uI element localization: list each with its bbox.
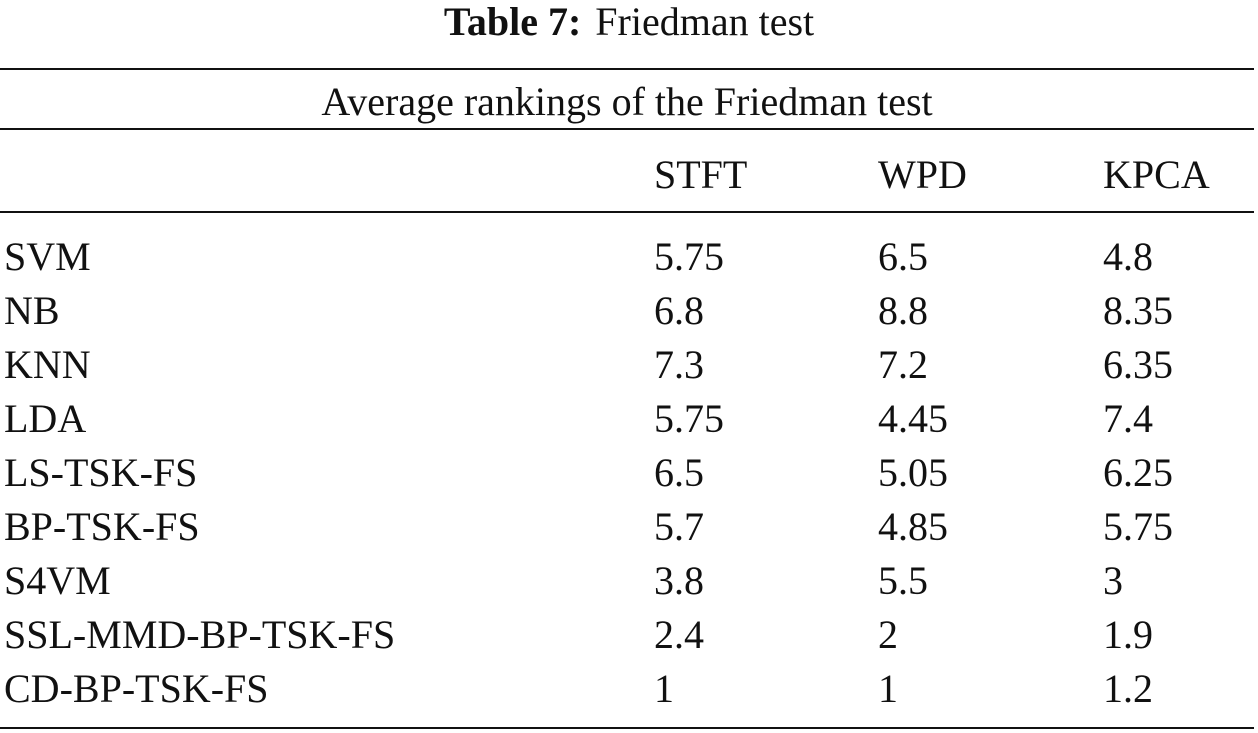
cell-stft: 6.8	[654, 288, 704, 333]
column-header-row: STFT WPD KPCA	[0, 150, 1254, 200]
cell-stft: 6.5	[654, 450, 704, 495]
cell-kpca: 7.4	[1103, 396, 1153, 441]
column-header-wpd: WPD	[878, 152, 967, 197]
row-method: LS-TSK-FS	[4, 450, 198, 495]
cell-kpca: 5.75	[1103, 504, 1173, 549]
cell-kpca: 6.25	[1103, 450, 1173, 495]
row-method: NB	[4, 288, 60, 333]
row-method: S4VM	[4, 558, 111, 603]
table-caption: Table 7: Friedman test	[0, 0, 1258, 48]
table-row: CD-BP-TSK-FS 1 1 1.2	[0, 662, 1254, 716]
column-header-kpca: KPCA	[1103, 152, 1210, 197]
table-bottom-rule	[0, 727, 1254, 729]
cell-kpca: 6.35	[1103, 342, 1173, 387]
span-header-rule	[0, 128, 1254, 130]
cell-kpca: 3	[1103, 558, 1123, 603]
row-method: CD-BP-TSK-FS	[4, 666, 269, 711]
cell-kpca: 4.8	[1103, 234, 1153, 279]
table-span-header: Average rankings of the Friedman test	[321, 79, 933, 124]
table-row: BP-TSK-FS 5.7 4.85 5.75	[0, 500, 1254, 554]
cell-wpd: 4.45	[878, 396, 948, 441]
cell-stft: 1	[654, 666, 674, 711]
table-row: LDA 5.75 4.45 7.4	[0, 392, 1254, 446]
table-row: SVM 5.75 6.5 4.8	[0, 230, 1254, 284]
row-method: SSL-MMD-BP-TSK-FS	[4, 612, 396, 657]
cell-wpd: 4.85	[878, 504, 948, 549]
cell-stft: 7.3	[654, 342, 704, 387]
cell-wpd: 8.8	[878, 288, 928, 333]
cell-stft: 5.75	[654, 396, 724, 441]
table-top-rule	[0, 68, 1254, 70]
table-body: SVM 5.75 6.5 4.8 NB 6.8 8.8 8.35 KNN 7.3…	[0, 230, 1254, 716]
table-caption-text: Friedman test	[595, 0, 815, 44]
column-header-stft: STFT	[654, 152, 748, 197]
table-row: S4VM 3.8 5.5 3	[0, 554, 1254, 608]
cell-wpd: 6.5	[878, 234, 928, 279]
cell-wpd: 5.05	[878, 450, 948, 495]
cell-stft: 5.7	[654, 504, 704, 549]
cell-stft: 5.75	[654, 234, 724, 279]
cell-stft: 3.8	[654, 558, 704, 603]
row-method: SVM	[4, 234, 91, 279]
cell-kpca: 8.35	[1103, 288, 1173, 333]
row-method: KNN	[4, 342, 91, 387]
cell-wpd: 7.2	[878, 342, 928, 387]
row-method: LDA	[4, 396, 87, 441]
cell-wpd: 2	[878, 612, 898, 657]
cell-kpca: 1.2	[1103, 666, 1153, 711]
table-row: SSL-MMD-BP-TSK-FS 2.4 2 1.9	[0, 608, 1254, 662]
cell-stft: 2.4	[654, 612, 704, 657]
column-header-rule	[0, 211, 1254, 213]
row-method: BP-TSK-FS	[4, 504, 200, 549]
cell-kpca: 1.9	[1103, 612, 1153, 657]
table-row: KNN 7.3 7.2 6.35	[0, 338, 1254, 392]
cell-wpd: 1	[878, 666, 898, 711]
table-row: NB 6.8 8.8 8.35	[0, 284, 1254, 338]
table-row: LS-TSK-FS 6.5 5.05 6.25	[0, 446, 1254, 500]
cell-wpd: 5.5	[878, 558, 928, 603]
table-caption-label: Table 7:	[443, 0, 582, 44]
